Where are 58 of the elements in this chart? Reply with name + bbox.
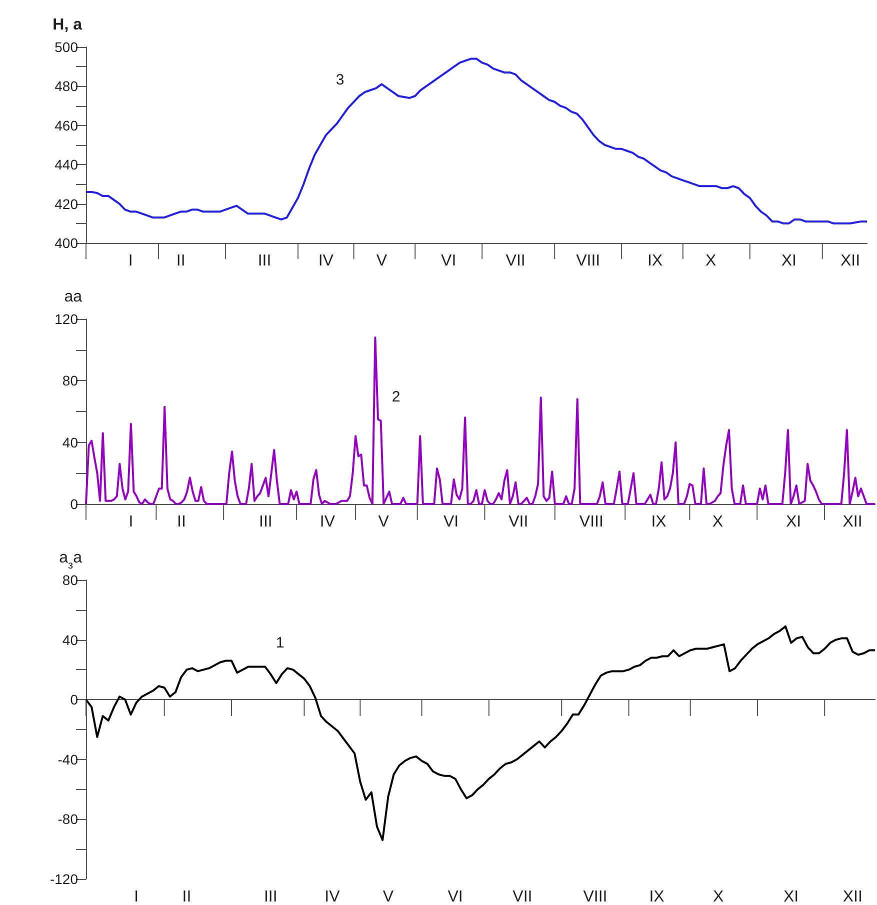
y-axis-title: аа [64, 288, 82, 306]
x-tick-label: I [134, 888, 139, 905]
line-series [85, 58, 868, 224]
x-tick-label: III [264, 888, 278, 905]
y-tick-label: 500 [54, 39, 78, 55]
x-tick-label: I [128, 514, 134, 530]
y-tick-label: -120 [50, 871, 78, 887]
x-tick-label: IV [320, 514, 336, 530]
x-tick-label: V [382, 888, 394, 905]
x-tick-label: VIII [576, 252, 600, 270]
annotation: 1 [276, 634, 284, 652]
x-tick-label: XI [786, 514, 802, 530]
y-tick-label: 0 [70, 692, 78, 708]
y-tick-label: 40 [62, 434, 78, 450]
y-tick-label: 400 [54, 235, 78, 251]
y-tick-label: 440 [54, 156, 78, 173]
y-tick-label: 420 [54, 196, 78, 212]
x-tick-label: X [712, 514, 724, 530]
x-tick-label: III [258, 252, 272, 270]
x-tick-label: IX [651, 514, 667, 530]
y-tick-label: 480 [54, 78, 78, 94]
y-tick-label: -40 [58, 751, 78, 768]
x-tick-label: VII [506, 252, 526, 270]
x-tick-label: II [177, 514, 186, 530]
x-tick-label: XII [840, 252, 860, 270]
x-tick-label: II [176, 252, 186, 270]
x-tick-label: XI [781, 252, 796, 270]
y-tick-label: -80 [58, 811, 78, 828]
x-tick-label: X [705, 252, 716, 270]
x-tick-label: V [378, 514, 390, 530]
x-tick-label: X [712, 888, 724, 905]
y-axis-title: H, а [52, 16, 82, 34]
annotation: 3 [336, 72, 344, 88]
x-tick-label: VII [512, 888, 532, 905]
x-tick-label: VI [441, 252, 456, 270]
x-tick-label: XI [784, 888, 799, 905]
x-tick-label: VI [448, 888, 463, 905]
x-tick-label: VIII [579, 514, 604, 530]
x-tick-label: VIII [583, 888, 608, 905]
x-tick-label: XII [842, 514, 862, 530]
y-tick-label: 0 [70, 496, 78, 512]
x-tick-label: IV [324, 888, 340, 905]
x-tick-label: VII [508, 514, 528, 530]
x-tick-label: V [376, 252, 388, 270]
y-tick-label: 460 [54, 117, 78, 134]
x-tick-label: VI [443, 514, 459, 530]
y-tick-label: 40 [62, 632, 78, 648]
y-tick-label: 80 [62, 572, 78, 588]
x-tick-label: II [182, 888, 192, 905]
x-tick-label: I [128, 252, 133, 270]
y-tick-label: 120 [54, 311, 78, 327]
x-tick-label: III [259, 514, 272, 530]
annotation: 2 [392, 388, 400, 406]
y-tick-label: 80 [62, 372, 78, 389]
x-tick-label: IX [649, 888, 665, 905]
x-tick-label: IX [647, 252, 663, 270]
x-tick-label: XII [842, 888, 862, 905]
x-tick-label: IV [318, 252, 334, 270]
